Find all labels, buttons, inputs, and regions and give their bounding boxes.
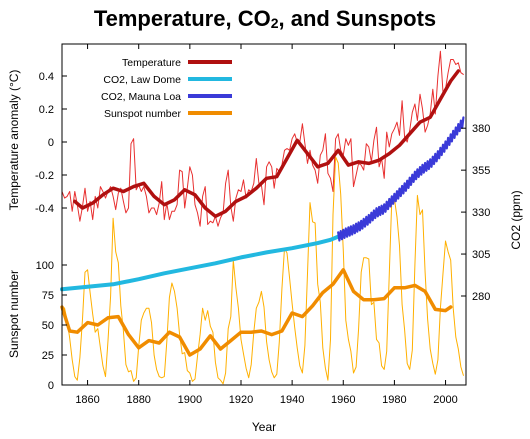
legend-label: Temperature	[122, 57, 181, 69]
co2-law-dome-line	[60, 233, 343, 292]
x-tick-label: 2000	[433, 394, 457, 406]
sunspot-raw-layer	[61, 156, 464, 385]
temperature-tick-label: 0.2	[39, 104, 54, 116]
x-tick-label: 1900	[178, 394, 202, 406]
co2-tick-label: 280	[472, 291, 490, 303]
temperature-tick-label: 0	[48, 137, 54, 149]
legend: Temperature CO2, Law Dome CO2, Mauna Loa Su…	[101, 57, 232, 120]
sunspot-annual-line	[61, 156, 464, 385]
temperature-tick-label: -0.4	[35, 203, 54, 215]
co2-tick-label: 355	[472, 165, 490, 177]
sunspot-tick-label: 50	[42, 320, 54, 332]
sunspot-tick-label: 100	[36, 260, 54, 272]
x-tick-label: 1880	[126, 394, 150, 406]
x-tick-label: 1860	[75, 394, 99, 406]
legend-label: CO2, Mauna Loa	[101, 91, 181, 103]
temperature-smoothed-layer	[73, 69, 461, 219]
x-axis-label: Year	[252, 420, 276, 434]
y-axis-label-temperature: Temperature anomaly (°C)	[7, 70, 21, 211]
x-tick-label: 1980	[382, 394, 406, 406]
sunspot-tick-label: 25	[42, 350, 54, 362]
chart-title-main: Temperature, CO	[94, 6, 271, 31]
chart-title-subscript: 2	[271, 15, 279, 31]
chart-title: Temperature, CO2, and Sunspots	[94, 6, 436, 31]
sunspot-smoothed-layer	[60, 268, 453, 357]
x-tick-label: 1940	[280, 394, 304, 406]
co2-mauna-loa-line	[337, 116, 465, 242]
temperature-raw-layer	[61, 50, 464, 227]
chart-title-rest: , and Sunspots	[278, 6, 436, 31]
axes-layer: 1860 1880 1900 1920 1940 1960 1980 2000 -0.4 -0.2…	[35, 44, 490, 406]
y-axis-label-sunspot: Sunspot number	[7, 270, 21, 358]
x-tick-label: 1960	[331, 394, 355, 406]
temperature-tick-label: -0.2	[35, 170, 54, 182]
co2-tick-label: 380	[472, 123, 490, 135]
plot-frame	[61, 43, 467, 386]
temperature-annual-line	[61, 50, 464, 227]
sunspot-tick-label: 75	[42, 290, 54, 302]
co2-layer	[60, 116, 465, 292]
x-tick-label: 1920	[229, 394, 253, 406]
legend-label: CO2, Law Dome	[103, 74, 181, 86]
co2-tick-label: 330	[472, 207, 490, 219]
legend-label: Sunspot number	[104, 108, 182, 120]
sunspot-smoothed-line	[60, 268, 453, 357]
co2-tick-label: 305	[472, 249, 490, 261]
temperature-smoothed-line	[73, 69, 461, 219]
temperature-tick-label: 0.4	[39, 71, 54, 83]
y-axis-label-co2: CO2 (ppm)	[509, 190, 523, 249]
sunspot-tick-label: 0	[48, 380, 54, 392]
